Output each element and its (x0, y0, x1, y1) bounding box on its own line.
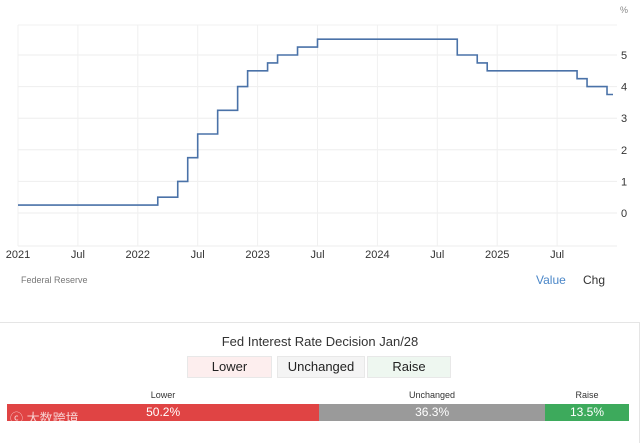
x-tick-label: 2025 (485, 249, 509, 261)
y-tick-label: 4 (621, 82, 627, 94)
watermark-text: 大数跨境 (26, 411, 79, 426)
x-tick-label: Jul (71, 249, 85, 261)
result-label-raise: Raise (575, 390, 599, 400)
y-tick-label: 2 (621, 145, 627, 157)
x-tick-label: Jul (430, 249, 444, 261)
result-label-unchanged: Unchanged (408, 390, 456, 400)
decision-title: Fed Interest Rate Decision Jan/28 (221, 334, 419, 349)
x-tick-label: Jul (310, 249, 324, 261)
rate-chart: 0 1 2 3 4 5% 2021 Jul 2022 Jul 2023 Jul 2024 Jul 2025 J… (6, 5, 628, 261)
result-bar-unchanged: 36.3% (319, 404, 546, 421)
y-tick-label: 0 (621, 208, 627, 220)
x-tick-label: 2024 (365, 249, 389, 261)
value-toggle[interactable]: Value (536, 273, 566, 287)
vote-unchanged-button[interactable]: Unchanged (277, 356, 365, 378)
result-bar-raise: 13.5% (545, 404, 629, 421)
result-label-lower: Lower (150, 390, 176, 400)
x-tick-label: Jul (191, 249, 205, 261)
series-line (18, 38, 613, 206)
x-tick-label: 2021 (6, 249, 30, 261)
y-tick-label: 1 (621, 176, 627, 188)
unit-label: % (620, 5, 628, 15)
watermark-logo: ⓒ 大数跨境 (10, 411, 79, 426)
vote-lower-button[interactable]: Lower (187, 356, 272, 378)
y-tick-label: 3 (621, 113, 627, 125)
chg-toggle[interactable]: Chg (583, 273, 606, 287)
x-tick-label: 2023 (245, 249, 269, 261)
result-bar-lower: 50.2% (7, 404, 320, 421)
x-tick-label: Jul (550, 249, 564, 261)
y-tick-label: 5 (621, 50, 627, 62)
vote-raise-button[interactable]: Raise (367, 356, 451, 378)
source-label: Federal Reserve (21, 275, 88, 285)
x-tick-label: 2022 (126, 249, 150, 261)
